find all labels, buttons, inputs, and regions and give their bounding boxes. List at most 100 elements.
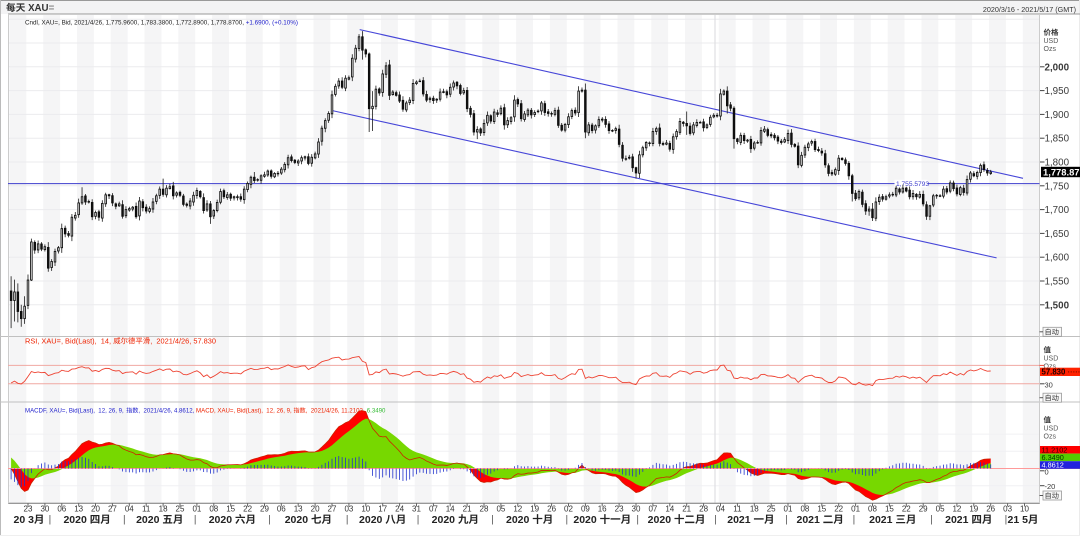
svg-text:05: 05	[496, 505, 505, 514]
svg-text:13: 13	[74, 505, 83, 514]
svg-text:MACD, XAU=, Bid(Last), 12, 26: MACD, XAU=, Bid(Last), 12, 26, 9,	[196, 408, 293, 415]
svg-text:08: 08	[800, 505, 809, 514]
svg-text:|: |	[853, 515, 856, 526]
svg-text:2020: 2020	[432, 514, 458, 526]
svg-text:Cndl, XAU=, Bid, 2021/4/26, 1,: Cndl, XAU=, Bid, 2021/4/26, 1,775.9600, …	[25, 19, 298, 26]
svg-text:2020: 2020	[648, 514, 674, 526]
svg-text:11: 11	[142, 505, 151, 514]
svg-text:1,800: 1,800	[1045, 158, 1070, 169]
svg-text:15: 15	[885, 505, 894, 514]
svg-text:15: 15	[226, 505, 235, 514]
svg-text:2021: 2021	[945, 514, 971, 526]
svg-text:4.8612: 4.8612	[1042, 461, 1064, 470]
svg-text:31: 31	[412, 505, 421, 514]
svg-text:11: 11	[733, 505, 742, 514]
svg-text:2,000: 2,000	[1045, 62, 1070, 73]
svg-text:, 2021/4/26, 57.830: , 2021/4/26, 57.830	[150, 337, 216, 346]
svg-text:29: 29	[919, 505, 928, 514]
svg-text:29: 29	[260, 505, 269, 514]
svg-text:02: 02	[564, 505, 573, 514]
svg-text:2020/3/16 - 2021/5/17 (GMT): 2020/3/16 - 2021/5/17 (GMT)	[983, 5, 1076, 14]
svg-text:18: 18	[159, 505, 168, 514]
svg-text:22: 22	[834, 505, 843, 514]
svg-text:2020: 2020	[136, 514, 162, 526]
svg-text:2020: 2020	[573, 514, 599, 526]
svg-text:|: |	[417, 515, 420, 526]
svg-text:1,600: 1,600	[1045, 253, 1070, 264]
svg-text:01: 01	[851, 505, 860, 514]
svg-text:6.3490: 6.3490	[367, 408, 386, 415]
svg-text:, 2021/4/26, 4.8612,: , 2021/4/26, 4.8612,	[138, 408, 196, 415]
svg-text:0: 0	[1045, 467, 1049, 476]
svg-text:07: 07	[429, 505, 438, 514]
svg-text:17: 17	[378, 505, 387, 514]
svg-text:1,778.87: 1,778.87	[1043, 166, 1080, 177]
svg-text:2021: 2021	[796, 514, 822, 526]
svg-text:28: 28	[699, 505, 708, 514]
svg-text:12: 12	[513, 505, 522, 514]
svg-text:|: |	[268, 515, 271, 526]
svg-text:09: 09	[581, 505, 590, 514]
svg-text:21 5: 21 5	[1007, 514, 1028, 526]
svg-text:23: 23	[24, 505, 33, 514]
svg-text:2020: 2020	[63, 514, 89, 526]
svg-text:2020: 2020	[359, 514, 385, 526]
svg-text:1,650: 1,650	[1045, 229, 1070, 240]
svg-text:|: |	[49, 515, 52, 526]
svg-text:1,755.5793: 1,755.5793	[896, 181, 929, 188]
svg-text:21: 21	[682, 505, 691, 514]
svg-text:18: 18	[750, 505, 759, 514]
svg-text:28: 28	[480, 505, 489, 514]
svg-text:06: 06	[277, 505, 286, 514]
svg-text:|: |	[785, 515, 788, 526]
svg-text:Ozs: Ozs	[1044, 434, 1057, 441]
svg-text:21: 21	[463, 505, 472, 514]
svg-text:1,900: 1,900	[1045, 110, 1070, 121]
svg-text:26: 26	[986, 505, 995, 514]
svg-text:XAU: XAU	[25, 3, 48, 14]
svg-text:24: 24	[395, 505, 404, 514]
svg-text:1,750: 1,750	[1045, 181, 1070, 192]
svg-text:01: 01	[784, 505, 793, 514]
svg-text:08: 08	[868, 505, 877, 514]
svg-text:=: =	[49, 3, 55, 14]
svg-text:1,850: 1,850	[1045, 134, 1070, 145]
svg-text:27: 27	[328, 505, 337, 514]
svg-text:57.830 ·····: 57.830 ·····	[1042, 368, 1080, 377]
svg-text:2021: 2021	[727, 514, 753, 526]
svg-text:12: 12	[952, 505, 961, 514]
svg-text:|: |	[1005, 515, 1008, 526]
svg-text:2021: 2021	[869, 514, 895, 526]
svg-text:07: 07	[648, 505, 657, 514]
svg-text:22: 22	[902, 505, 911, 514]
svg-text:|: |	[636, 515, 639, 526]
svg-text:15: 15	[817, 505, 826, 514]
svg-text:10: 10	[361, 505, 370, 514]
svg-text:13: 13	[294, 505, 303, 514]
svg-text:|: |	[930, 515, 933, 526]
svg-text:20: 20	[91, 505, 100, 514]
svg-text:01: 01	[192, 505, 201, 514]
svg-text:06: 06	[57, 505, 66, 514]
svg-text:|: |	[714, 515, 717, 526]
svg-text:14: 14	[665, 505, 674, 514]
svg-text:2020: 2020	[506, 514, 532, 526]
svg-text:19: 19	[530, 505, 539, 514]
svg-text:|: |	[346, 515, 349, 526]
svg-text:14: 14	[446, 505, 455, 514]
svg-text:25: 25	[176, 505, 185, 514]
svg-text:03: 03	[1003, 505, 1012, 514]
svg-text:, 2021/4/26, 11.2102,: , 2021/4/26, 11.2102,	[306, 408, 367, 415]
svg-text:27: 27	[108, 505, 117, 514]
svg-text:23: 23	[615, 505, 624, 514]
svg-text:16: 16	[598, 505, 607, 514]
svg-text:Ozs: Ozs	[1044, 46, 1057, 53]
svg-text:30: 30	[632, 505, 641, 514]
svg-text:RSI, XAU=, Bid(Last), 14,: RSI, XAU=, Bid(Last), 14,	[25, 337, 113, 346]
svg-text:Ozs: Ozs	[1044, 364, 1057, 371]
svg-text:MACDF, XAU=, Bid(Last), 12, 2: MACDF, XAU=, Bid(Last), 12, 26, 9,	[25, 408, 125, 415]
svg-text:19: 19	[969, 505, 978, 514]
svg-text:08: 08	[209, 505, 218, 514]
svg-text:USD: USD	[1044, 356, 1059, 363]
svg-text:22: 22	[243, 505, 252, 514]
